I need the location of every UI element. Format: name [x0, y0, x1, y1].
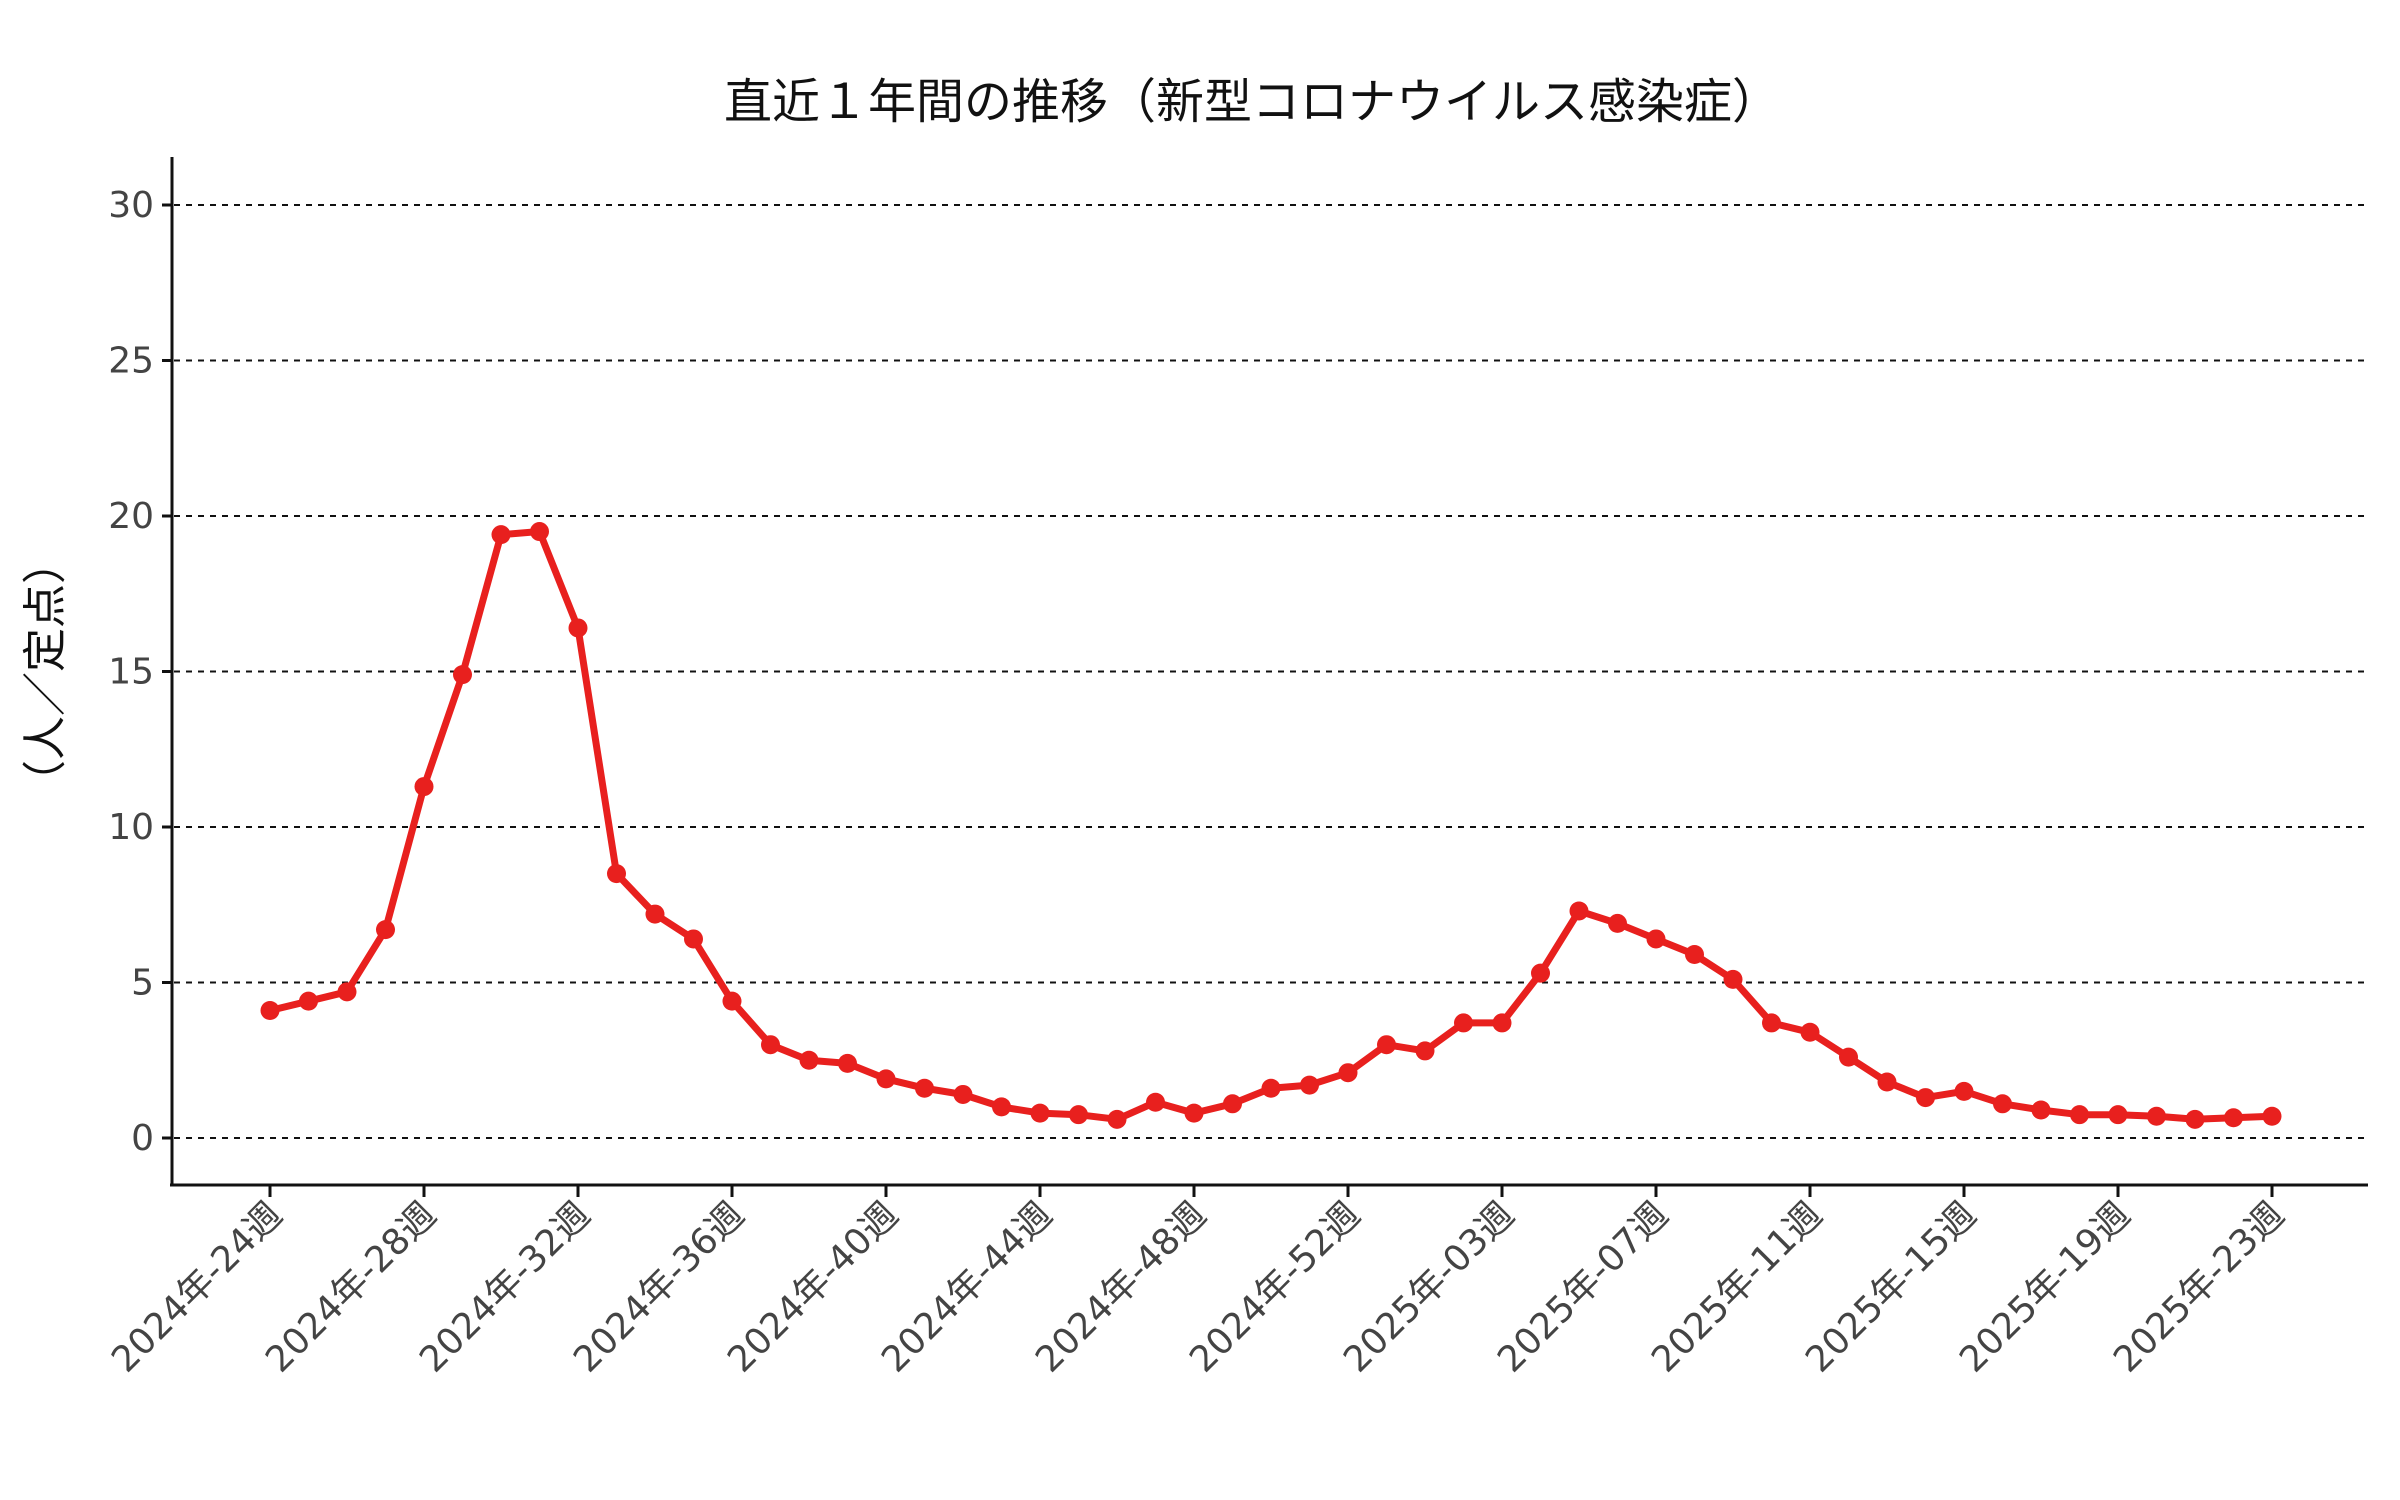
- data-point: [1300, 1075, 1319, 1095]
- data-point: [2185, 1109, 2205, 1129]
- data-point: [722, 991, 742, 1011]
- data-point: [761, 1035, 780, 1055]
- gridlines: [174, 204, 2368, 1139]
- y-tick-label: 5: [131, 963, 154, 1004]
- data-point: [876, 1069, 896, 1089]
- series-line: [266, 528, 2276, 1123]
- data-point: [1954, 1081, 1974, 1101]
- data-point: [1916, 1088, 1935, 1108]
- data-point: [2108, 1105, 2128, 1125]
- data-point: [2147, 1106, 2166, 1126]
- data-point: [491, 525, 511, 545]
- data-point: [1685, 945, 1704, 965]
- y-tick-label: 15: [108, 652, 154, 693]
- data-point: [1800, 1022, 1820, 1042]
- data-point: [607, 864, 626, 884]
- data-point: [260, 1000, 280, 1020]
- data-point: [2031, 1100, 2051, 1120]
- data-point: [453, 665, 472, 685]
- data-point: [1646, 929, 1666, 949]
- data-point: [1531, 963, 1550, 983]
- data-point: [1877, 1072, 1897, 1092]
- data-point: [2070, 1105, 2089, 1125]
- data-point: [838, 1053, 857, 1073]
- data-point: [1069, 1105, 1088, 1125]
- data-point: [1569, 901, 1589, 921]
- data-point: [1261, 1078, 1281, 1098]
- y-tick-label: 25: [108, 341, 154, 382]
- y-tick-label: 20: [108, 496, 154, 537]
- chart-title: 直近１年間の推移（新型コロナウイルス感染症）: [724, 74, 1780, 130]
- data-point: [530, 522, 549, 542]
- data-point: [337, 982, 357, 1002]
- y-tick-label: 30: [108, 185, 154, 226]
- data-point: [1492, 1013, 1512, 1033]
- data-point: [1223, 1094, 1242, 1114]
- data-point: [992, 1097, 1011, 1117]
- y-axis-label: （人／定点）: [20, 540, 71, 804]
- y-tick-label: 10: [108, 807, 154, 848]
- series-layer: [260, 522, 2282, 1129]
- data-point: [1993, 1094, 2012, 1114]
- data-point: [1338, 1063, 1358, 1083]
- x-ticks: 2024年-24週2024年-28週2024年-32週2024年-36週2024…: [104, 1185, 2292, 1381]
- data-point: [1454, 1013, 1473, 1033]
- data-point: [414, 777, 434, 797]
- data-point: [1415, 1041, 1435, 1061]
- data-point: [2224, 1108, 2243, 1128]
- data-point: [1184, 1103, 1204, 1123]
- data-point: [376, 920, 395, 940]
- data-point: [915, 1078, 934, 1098]
- data-point: [953, 1084, 973, 1104]
- data-point: [1723, 969, 1743, 989]
- data-point: [1377, 1035, 1396, 1055]
- data-point: [2262, 1106, 2282, 1126]
- data-point: [1839, 1047, 1858, 1067]
- data-point: [799, 1050, 819, 1070]
- data-point: [1030, 1103, 1050, 1123]
- data-point: [684, 929, 703, 949]
- data-point: [299, 991, 318, 1011]
- y-tick-label: 0: [131, 1118, 154, 1159]
- data-point: [645, 904, 665, 924]
- data-point: [1608, 913, 1627, 933]
- data-point: [1146, 1092, 1165, 1112]
- data-point: [568, 618, 588, 638]
- data-point: [1762, 1013, 1781, 1033]
- data-point: [1107, 1109, 1127, 1129]
- y-ticks: 0 5 10 15 20 25 30: [108, 185, 172, 1159]
